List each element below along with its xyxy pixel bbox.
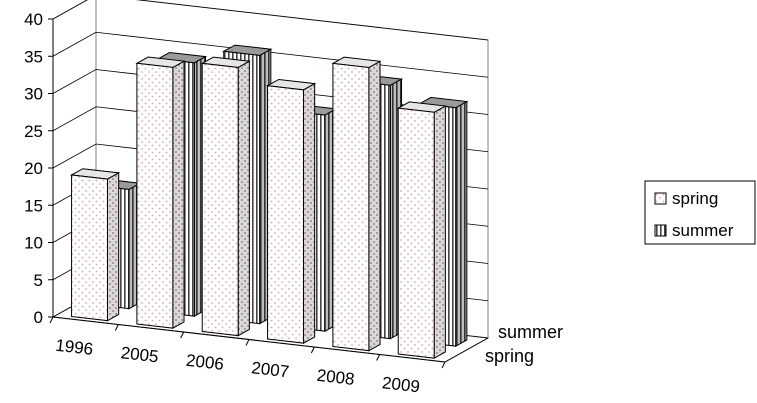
y-tick-label: 0 <box>34 308 43 327</box>
bar-front-face <box>397 107 435 359</box>
x-tick-mark <box>245 339 250 346</box>
bar-side-face <box>172 60 185 330</box>
depth-axis-labels: summer spring <box>485 322 563 366</box>
bar-spring-2009 <box>396 101 447 360</box>
y-tick-label: 20 <box>24 159 43 178</box>
bar-spring-2007 <box>265 78 317 345</box>
x-tick-label: 2005 <box>120 343 160 366</box>
bar-side-face <box>368 60 381 352</box>
bar-front-face <box>332 62 370 352</box>
depth-label-spring: spring <box>485 346 534 366</box>
y-tick-label: 40 <box>24 10 43 29</box>
bar-spring-1996 <box>69 168 121 322</box>
bar-front-face <box>267 85 305 344</box>
legend-label-spring: spring <box>672 189 718 208</box>
y-tick-label: 15 <box>24 196 43 215</box>
x-tick-mark <box>180 331 185 339</box>
bar-spring-2005 <box>135 56 186 330</box>
depth-axis-line <box>444 337 489 363</box>
x-tick-label: 2006 <box>185 351 225 374</box>
x-tick-labels: 1996 2005 2006 2007 2008 2009 <box>54 336 420 397</box>
y-tick-label: 10 <box>24 234 43 253</box>
x-tick-mark <box>310 346 315 354</box>
bars-group <box>69 44 469 360</box>
x-tick-mark <box>114 324 119 331</box>
legend-swatch-spring <box>654 192 667 205</box>
bar-side-face <box>455 100 468 348</box>
x-tick-label: 2007 <box>250 358 290 381</box>
bar-side-face <box>237 60 250 337</box>
legend: spring summer <box>644 180 756 245</box>
bar-spring-2006 <box>200 56 251 337</box>
y-tick-label: 30 <box>24 85 43 104</box>
bar-front-face <box>136 62 174 329</box>
y-tick-labels: 0 5 10 15 20 25 30 35 40 <box>24 10 43 327</box>
bar-side-face <box>433 105 446 360</box>
y-tick-label: 25 <box>24 122 43 141</box>
bar-side-face <box>107 172 120 322</box>
x-tick-mark <box>441 361 446 369</box>
x-tick-mark <box>376 354 381 361</box>
legend-label-summer: summer <box>672 221 734 240</box>
y-tick-label: 5 <box>34 271 43 290</box>
gridline <box>52 0 489 41</box>
legend-swatch-summer <box>654 224 667 237</box>
bar-side-face <box>303 82 316 345</box>
bar-front-face <box>201 62 239 337</box>
x-tick-label: 2008 <box>316 366 356 389</box>
bar-spring-2008 <box>331 56 382 352</box>
bar-front-face <box>71 174 109 322</box>
x-tick-label: 2009 <box>381 373 421 396</box>
y-tick-label: 35 <box>24 47 43 66</box>
depth-label-summer: summer <box>498 322 563 342</box>
x-tick-label: 1996 <box>54 336 94 359</box>
chart-axes <box>48 18 489 369</box>
x-tick-mark <box>49 316 54 324</box>
